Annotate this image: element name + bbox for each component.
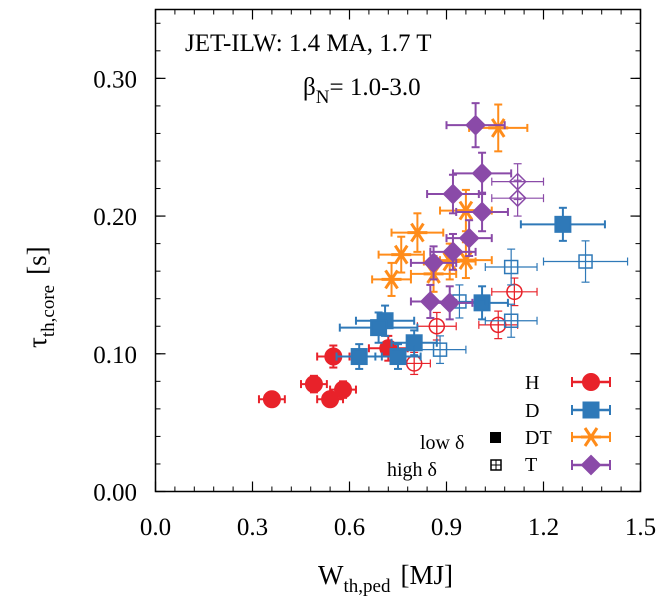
y-tick-label: 0.10	[93, 342, 137, 369]
data-point-d	[413, 335, 467, 365]
data-point-t	[409, 245, 458, 281]
series-t	[409, 102, 545, 321]
data-point-h	[416, 311, 457, 341]
circle-legend-marker	[582, 373, 600, 391]
diamond-marker	[423, 252, 444, 274]
legend-label-d: D	[525, 400, 539, 422]
data-point-h	[478, 310, 519, 340]
data-point-d	[542, 240, 629, 283]
star-legend-marker	[583, 427, 599, 447]
x-tick-label: 1.5	[625, 514, 656, 541]
legend-keys	[571, 373, 611, 476]
y-tick-label: 0.30	[93, 66, 137, 93]
data-point-t	[451, 151, 513, 196]
data-point-t	[429, 232, 477, 271]
diamond-marker	[458, 227, 480, 249]
chart-title-line-1: JET-ILW: 1.4 MA, 1.7 T	[185, 30, 432, 57]
data-point-t	[491, 179, 545, 217]
square-marker	[473, 294, 491, 312]
beta-subscript: N	[316, 87, 330, 108]
square-marker	[554, 215, 572, 233]
legend-key-h	[571, 373, 611, 391]
diamond-marker	[442, 241, 464, 263]
diamond-marker	[465, 114, 487, 136]
legend-key-d	[571, 401, 611, 419]
beta-range: = 1.0-3.0	[329, 74, 420, 101]
legend-low-delta-label: low δ	[420, 432, 464, 454]
data-point-t	[426, 285, 474, 321]
y-tick-label: 0.20	[93, 204, 137, 231]
data-point-t	[426, 173, 480, 215]
tick-labels: 0.0 0.3 0.6 0.9 1.2 1.5 0.00 0.10 0.20 0.30	[93, 66, 656, 541]
data-point-dt	[377, 235, 425, 274]
legend-key-t	[571, 454, 611, 476]
diamond-marker	[419, 291, 441, 312]
star-marker	[458, 200, 474, 221]
data-point-h	[300, 374, 328, 394]
data-point-d	[374, 343, 422, 370]
series-d	[335, 206, 629, 370]
square-marker	[350, 348, 368, 366]
legend-label-dt: DT	[525, 427, 552, 449]
diamond-marker	[439, 292, 461, 314]
square-legend-marker	[582, 401, 600, 419]
circle-marker	[304, 375, 323, 394]
circle-marker	[334, 380, 353, 399]
square-marker	[389, 348, 407, 366]
diamond-legend-marker	[580, 454, 602, 476]
plot-frame	[154, 8, 642, 493]
legend-label-t: T	[525, 454, 537, 476]
star-marker	[490, 118, 506, 138]
x-tick-label: 0.3	[237, 514, 268, 541]
star-marker	[393, 244, 409, 265]
data-point-dt	[390, 212, 445, 253]
data-point-d	[484, 248, 538, 286]
legend-high-delta-label: high δ	[387, 459, 437, 481]
y-axis-label: τth,core[s]	[22, 246, 59, 348]
data-point-t	[445, 219, 493, 258]
data-point-d	[338, 311, 419, 344]
star-marker	[384, 269, 399, 290]
x-tick-label: 0.0	[140, 514, 171, 541]
diamond-marker	[471, 201, 493, 223]
legend: low δ high δ H D DT T	[387, 372, 611, 481]
x-axis-label: Wth,ped [MJ]	[318, 560, 453, 597]
legend-key-dt	[571, 427, 611, 447]
data-point-h	[491, 277, 538, 307]
x-tick-label: 0.6	[334, 514, 365, 541]
legend-label-h: H	[525, 372, 539, 394]
diamond-marker	[471, 162, 493, 184]
square-marker	[370, 319, 388, 337]
chart-title-line-2: βN= 1.0-3.0	[303, 74, 421, 108]
data-point-d	[484, 303, 538, 338]
data-point-t	[445, 102, 506, 149]
data-point-t	[455, 191, 509, 233]
legend-filled-square-key	[490, 432, 501, 443]
data-point-d	[519, 206, 606, 242]
data-point-h	[329, 380, 357, 399]
y-tick-label: 0.00	[93, 480, 137, 507]
x-tick-label: 1.2	[528, 514, 559, 541]
diamond-marker	[442, 183, 464, 205]
data-points	[257, 102, 629, 409]
star-marker	[410, 222, 425, 243]
data-point-h	[257, 390, 286, 409]
circle-marker	[262, 390, 281, 409]
x-tick-label: 0.9	[431, 514, 462, 541]
beta-symbol: β	[303, 74, 316, 101]
